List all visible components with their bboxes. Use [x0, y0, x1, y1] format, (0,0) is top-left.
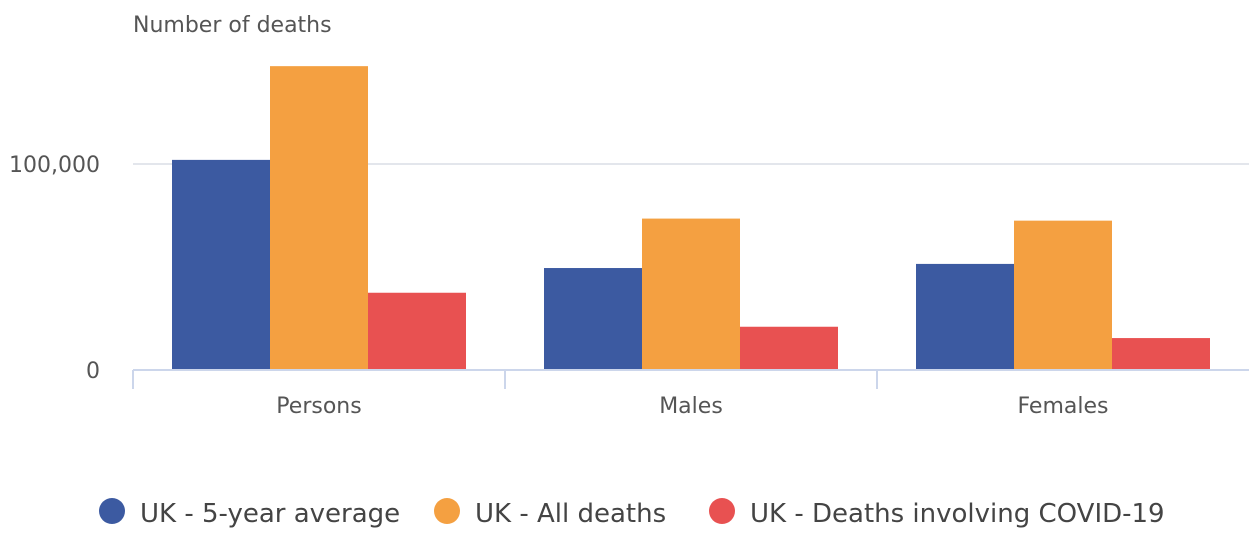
bar-persons-series-1 [172, 159, 270, 370]
axes-group: 0 100,000 Persons Males Females [9, 153, 1249, 419]
x-tick-label: Females [1017, 394, 1108, 419]
bar-females-series-3 [1112, 338, 1210, 370]
bars-group [172, 66, 1210, 371]
legend-item-label[interactable]: UK - Deaths involving COVID-19 [750, 499, 1165, 529]
y-tick-label: 0 [86, 359, 100, 384]
legend-item-label[interactable]: UK - 5-year average [140, 499, 400, 529]
bar-persons-series-3 [368, 292, 466, 370]
bar-males-series-1 [544, 268, 642, 370]
y-tick-label: 100,000 [9, 153, 100, 178]
legend-marker [99, 498, 125, 524]
y-axis-title: Number of deaths [133, 13, 332, 38]
legend-marker [434, 498, 460, 524]
x-tick-label: Persons [276, 394, 361, 419]
bar-males-series-3 [740, 326, 838, 370]
legend-marker [709, 498, 735, 524]
bar-males-series-2 [642, 218, 740, 370]
x-tick-label: Males [659, 394, 723, 419]
bar-females-series-1 [916, 263, 1014, 370]
legend-item-label[interactable]: UK - All deaths [475, 499, 666, 529]
bar-persons-series-2 [270, 66, 368, 371]
bar-females-series-2 [1014, 220, 1112, 370]
legend: UK - 5-year average UK - All deaths UK - D… [99, 498, 1165, 529]
